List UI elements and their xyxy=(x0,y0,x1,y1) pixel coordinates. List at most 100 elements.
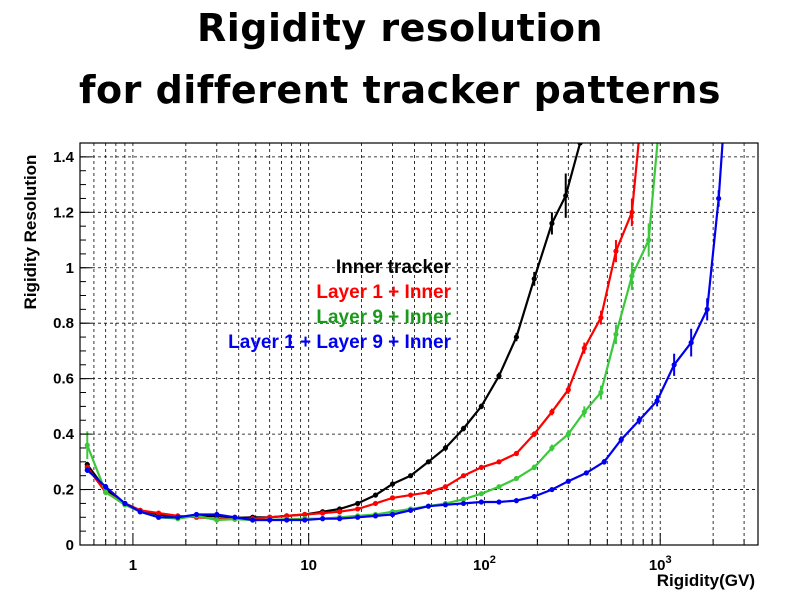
data-point xyxy=(513,450,520,457)
y-tick-label: 1.4 xyxy=(53,149,75,166)
data-point xyxy=(232,514,238,520)
data-point xyxy=(267,517,273,523)
data-point xyxy=(704,306,710,312)
data-point xyxy=(549,220,555,226)
data-point xyxy=(389,481,396,487)
data-point xyxy=(372,492,379,498)
data-point xyxy=(531,464,537,470)
x-tick-label: 1 xyxy=(129,557,137,574)
data-point xyxy=(84,442,90,448)
data-point xyxy=(496,459,502,465)
data-point xyxy=(337,516,343,522)
tick-labels: 00.20.40.60.811.21.41 10 102 103 xyxy=(53,149,671,574)
data-point xyxy=(250,517,256,523)
data-point xyxy=(598,315,604,321)
data-point xyxy=(646,237,652,243)
data-point xyxy=(513,334,520,340)
data-point xyxy=(319,516,326,522)
data-point xyxy=(425,489,432,495)
y-tick-label: 1.2 xyxy=(53,204,74,221)
data-point xyxy=(425,503,432,509)
data-point xyxy=(84,467,90,473)
data-point xyxy=(407,492,414,498)
data-point xyxy=(654,398,660,404)
data-point xyxy=(355,506,361,512)
data-point xyxy=(478,403,484,409)
data-point xyxy=(531,493,537,500)
data-point xyxy=(549,486,555,493)
data-point xyxy=(723,99,728,104)
data-point xyxy=(656,127,661,132)
data-point xyxy=(563,193,569,199)
data-point xyxy=(478,464,484,470)
chart-title-line2: for different tracker patterns xyxy=(78,68,722,112)
data-point xyxy=(577,143,583,146)
data-point xyxy=(372,513,379,519)
data-point xyxy=(407,507,414,513)
data-point xyxy=(636,417,642,423)
x-axis-label: Rigidity(GV) xyxy=(657,571,755,590)
data-point xyxy=(478,491,484,497)
data-point xyxy=(565,478,571,484)
data-point xyxy=(442,445,449,451)
data-point xyxy=(103,489,109,495)
data-point xyxy=(103,484,109,490)
data-point xyxy=(583,470,589,476)
data-point xyxy=(425,459,432,465)
data-point xyxy=(442,502,449,508)
data-point xyxy=(460,473,467,479)
legend-entry: Layer 1 + Layer 9 + Inner xyxy=(228,332,451,353)
data-point xyxy=(601,459,607,465)
data-point xyxy=(565,387,571,393)
data-point xyxy=(155,510,162,516)
data-point xyxy=(372,500,379,507)
data-point xyxy=(613,248,619,254)
axis-ticks xyxy=(79,156,745,546)
y-tick-label: 0.4 xyxy=(53,426,75,443)
data-point xyxy=(284,517,290,523)
y-tick-label: 0 xyxy=(66,537,74,554)
data-point xyxy=(496,484,502,490)
data-point xyxy=(155,514,162,520)
series-layer xyxy=(84,99,728,523)
series-line xyxy=(86,143,659,522)
data-point xyxy=(549,409,555,415)
data-point xyxy=(531,276,537,282)
data-point xyxy=(214,517,220,523)
data-point xyxy=(355,514,361,520)
data-point xyxy=(214,511,220,518)
data-point xyxy=(460,425,467,432)
data-point xyxy=(688,340,694,346)
data-point xyxy=(389,511,396,518)
data-point xyxy=(389,495,396,501)
data-point xyxy=(613,331,619,337)
data-point xyxy=(496,499,502,505)
data-point xyxy=(671,362,677,368)
series-4 xyxy=(84,99,728,523)
data-point xyxy=(581,345,587,351)
data-point xyxy=(716,195,722,202)
data-point xyxy=(581,409,587,415)
data-point xyxy=(618,437,624,443)
data-point xyxy=(302,517,308,523)
data-point xyxy=(598,389,604,396)
plot-frame xyxy=(79,142,759,546)
x-tick-label: 10 xyxy=(300,557,317,574)
data-point xyxy=(513,475,520,482)
data-point xyxy=(319,510,326,516)
data-point xyxy=(629,209,635,215)
y-axis-label: Rigidity Resolution xyxy=(21,155,40,310)
legend-entry: Layer 9 + Inner xyxy=(316,307,451,328)
chart-title-line1: Rigidity resolution xyxy=(196,6,604,50)
data-point xyxy=(513,498,520,504)
data-point xyxy=(639,113,644,118)
legend: Inner tracker Layer 1 + Inner Layer 9 + In… xyxy=(228,257,451,353)
legend-entry: Inner tracker xyxy=(336,257,452,278)
series-line xyxy=(86,143,724,522)
data-point xyxy=(478,499,484,505)
data-point xyxy=(355,500,361,507)
y-tick-label: 0.6 xyxy=(53,371,74,388)
data-point xyxy=(137,509,143,515)
data-point xyxy=(629,273,635,279)
